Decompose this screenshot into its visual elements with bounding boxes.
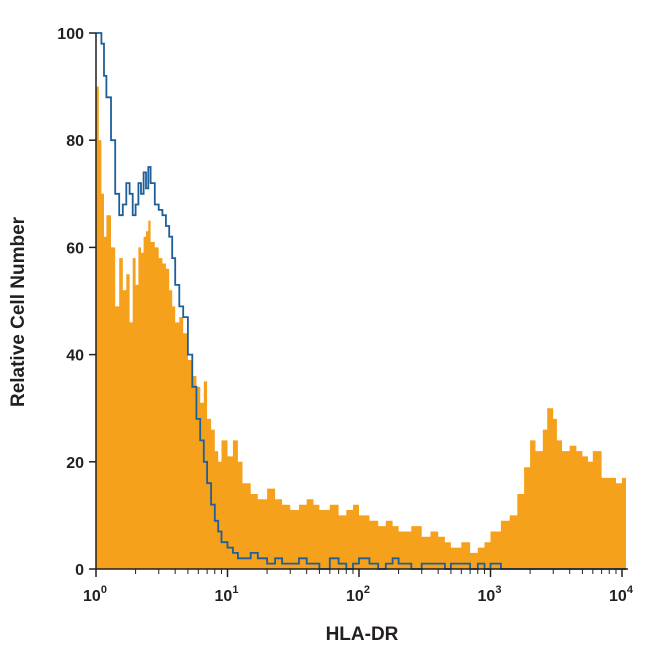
x-tick-label: 100 <box>83 584 107 605</box>
y-tick-label: 0 <box>75 562 84 579</box>
y-tick-label: 60 <box>66 240 84 257</box>
y-axis-title: Relative Cell Number <box>8 216 29 407</box>
x-tick-label: 104 <box>609 584 634 605</box>
series-0-filled-histogram <box>96 86 626 569</box>
x-tick-label: 102 <box>346 584 370 605</box>
x-tick-label: 101 <box>215 584 239 605</box>
plot-area: 0 20 40 60 80 100 100 101 102 103 104 <box>57 26 634 605</box>
x-ticks: 100 101 102 103 104 <box>83 569 634 605</box>
x-tick-label: 103 <box>478 584 502 605</box>
series-1-outline-histogram <box>96 32 626 570</box>
x-axis-title: HLA-DR <box>326 624 399 645</box>
y-tick-label: 80 <box>66 133 84 150</box>
y-tick-label: 20 <box>66 455 84 472</box>
y-ticks: 0 20 40 60 80 100 <box>57 26 96 579</box>
y-tick-label: 100 <box>57 26 84 43</box>
y-tick-label: 40 <box>66 348 84 365</box>
series-layer <box>96 32 626 570</box>
